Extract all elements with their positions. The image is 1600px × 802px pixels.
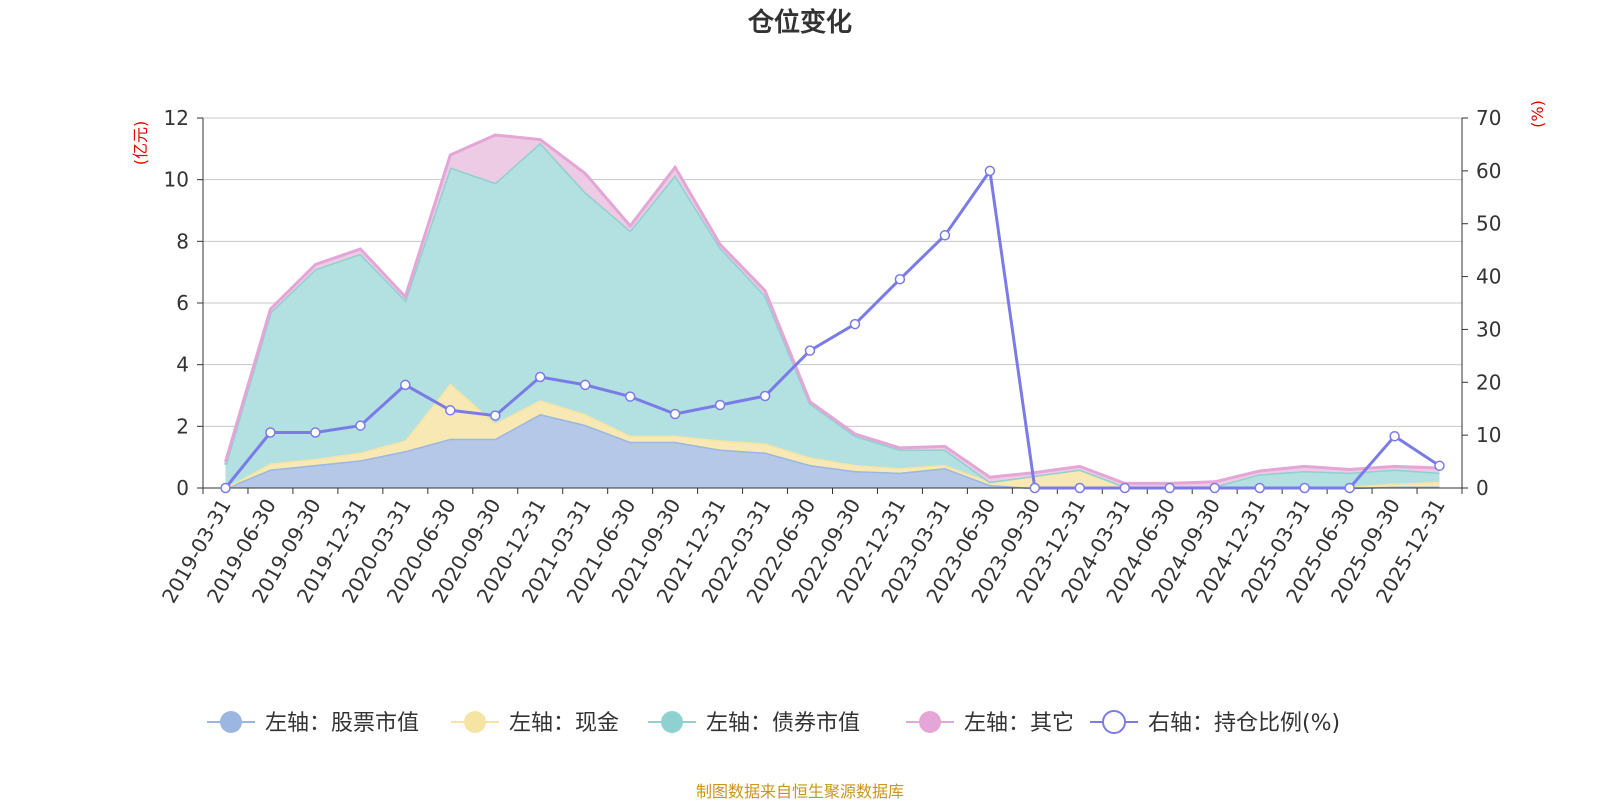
legend: 左轴：股票市值 左轴：现金 左轴：债券市值 左轴：其它 右轴：持仓比例(%) — [207, 710, 1340, 736]
left-tick-label: 6 — [176, 291, 189, 315]
stacked-areas — [224, 133, 1440, 490]
area-series-3 — [225, 142, 1440, 488]
legend-marker-1 — [220, 711, 242, 733]
left-tick-label: 0 — [176, 476, 189, 500]
legend-label-2: 左轴：现金 — [509, 711, 619, 736]
ratio-point — [220, 482, 231, 494]
ratio-point — [849, 318, 861, 330]
ratio-point — [714, 399, 726, 411]
ratio-point — [804, 345, 816, 356]
legend-label-3: 左轴：债券市值 — [706, 711, 860, 736]
ratio-point — [894, 273, 906, 285]
right-axis-unit: (%) — [1528, 100, 1547, 128]
ratio-point — [939, 230, 951, 241]
legend-label-5: 右轴：持仓比例(%) — [1148, 711, 1340, 736]
legend-label-4: 左轴：其它 — [964, 711, 1074, 736]
left-tick-label: 2 — [176, 414, 189, 438]
ratio-point — [1074, 482, 1086, 494]
left-tick-label: 4 — [176, 353, 189, 377]
ratio-point — [669, 408, 681, 420]
left-tick-label: 10 — [164, 168, 189, 192]
right-tick-label: 70 — [1476, 106, 1501, 130]
right-tick-label: 60 — [1476, 159, 1501, 183]
left-axis-unit: (亿元) — [131, 121, 150, 166]
legend-marker-2 — [464, 711, 486, 733]
ratio-point — [1029, 482, 1041, 494]
ratio-point — [1344, 482, 1355, 494]
right-tick-label: 0 — [1476, 476, 1489, 500]
ratio-point — [400, 379, 411, 391]
legend-marker-5 — [1102, 710, 1126, 734]
ratio-point — [310, 427, 321, 438]
right-tick-label: 50 — [1476, 212, 1501, 236]
legend-marker-4 — [919, 711, 941, 733]
ratio-point — [534, 371, 546, 383]
ratio-point — [445, 405, 456, 416]
ratio-point — [490, 410, 501, 421]
data-source-note: 制图数据来自恒生聚源数据库 — [695, 782, 904, 801]
right-tick-label: 40 — [1476, 265, 1501, 289]
right-tick-label: 20 — [1476, 370, 1501, 394]
legend-marker-3 — [661, 711, 683, 733]
ratio-point — [355, 420, 366, 431]
ratio-line-group — [220, 165, 1445, 494]
right-tick-label: 30 — [1476, 317, 1501, 341]
area-edge-series-4 — [224, 133, 1440, 485]
ratio-point — [759, 390, 771, 402]
right-tick-label: 10 — [1476, 423, 1501, 447]
ratio-point — [579, 379, 591, 391]
left-tick-label: 12 — [164, 106, 189, 130]
legend-label-1: 左轴：股票市值 — [265, 711, 419, 736]
ratio-point — [1119, 482, 1131, 494]
ratio-point — [984, 165, 996, 177]
ratio-point — [1209, 482, 1220, 494]
ratio-point — [1254, 482, 1265, 494]
ratio-line — [224, 166, 1441, 490]
ratio-point — [1434, 460, 1445, 472]
ratio-point — [1299, 482, 1310, 494]
chart-title: 仓位变化 — [747, 8, 852, 38]
ratio-point — [1164, 482, 1175, 494]
ratio-point — [1389, 430, 1400, 442]
area-series-1 — [225, 414, 1440, 488]
ratio-point — [624, 391, 636, 402]
area-series-2 — [225, 383, 1440, 488]
ratio-point — [265, 427, 276, 438]
left-tick-label: 8 — [176, 229, 189, 253]
